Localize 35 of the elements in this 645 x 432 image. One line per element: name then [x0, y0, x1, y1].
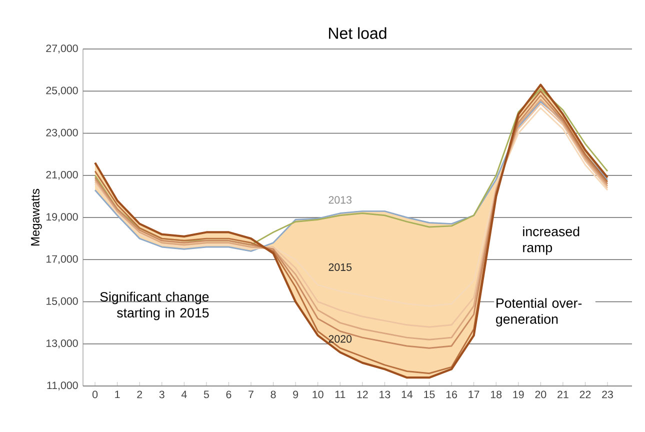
x-tick-label: 13 [380, 390, 390, 398]
x-tick-label: 10 [312, 390, 324, 398]
x-tick-label: 12 [357, 390, 368, 398]
x-tick-label: 5 [204, 390, 209, 398]
x-tick-label: 17 [468, 390, 480, 398]
x-tick-label: 16 [446, 390, 457, 398]
x-tick-label: 0 [92, 390, 98, 398]
y-tick-label: 27,000 [46, 44, 78, 54]
y-tick-label: 17,000 [46, 255, 78, 264]
y-tick-label: 15,000 [46, 297, 78, 306]
x-tick-label: 22 [580, 390, 591, 398]
y-tick-label: 25,000 [46, 86, 78, 96]
x-tick-label: 11 [335, 390, 346, 398]
x-tick-label: 23 [602, 390, 613, 398]
x-tick-label: 21 [558, 390, 568, 398]
x-tick-label: 1 [115, 390, 120, 398]
x-tick-label: 2 [137, 390, 142, 398]
x-tick-label: 3 [159, 390, 164, 398]
y-tick-label: 19,000 [46, 213, 78, 222]
x-tick-label: 18 [490, 390, 502, 398]
x-tick-label: 6 [226, 390, 232, 398]
x-tick-label: 7 [248, 390, 254, 398]
y-tick-label: 21,000 [46, 170, 78, 180]
y-tick-label: 23,000 [46, 128, 78, 138]
x-tick-label: 4 [181, 390, 187, 398]
x-tick-label: 8 [270, 390, 276, 398]
x-tick-label: 20 [535, 390, 546, 398]
x-tick-label: 15 [424, 390, 435, 398]
x-tick-label: 14 [402, 390, 413, 398]
y-tick-label: 13,000 [46, 339, 78, 348]
x-tick-label: 19 [513, 390, 524, 398]
y-axis-title: Megawatts [31, 188, 42, 246]
chart-title: Net load [329, 27, 386, 39]
y-tick-label: 11,000 [47, 382, 78, 390]
x-tick-label: 9 [293, 390, 298, 398]
